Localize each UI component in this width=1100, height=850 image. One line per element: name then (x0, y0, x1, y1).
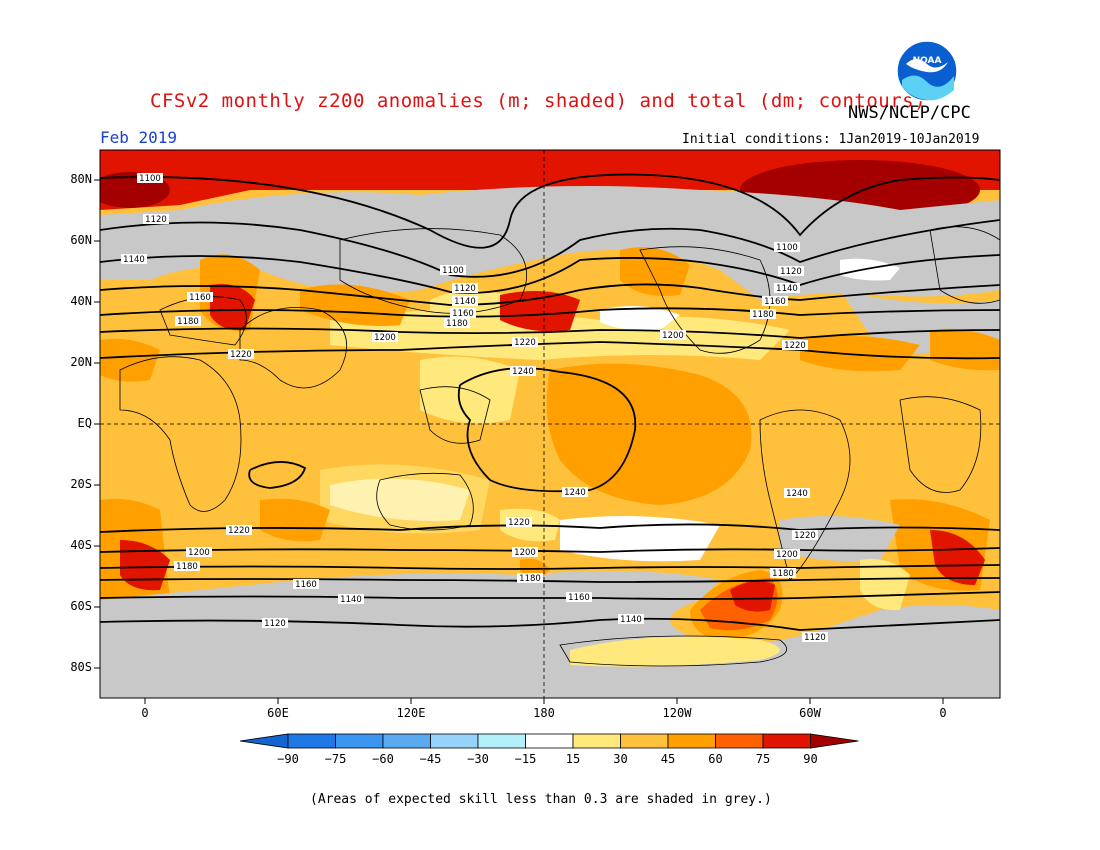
lat-label: 40S (70, 538, 92, 552)
svg-text:1200: 1200 (188, 548, 210, 558)
svg-text:1240: 1240 (512, 367, 534, 377)
skill-footnote: (Areas of expected skill less than 0.3 a… (310, 792, 772, 807)
svg-text:1120: 1120 (264, 619, 286, 629)
svg-text:1100: 1100 (442, 266, 464, 276)
svg-text:1160: 1160 (452, 309, 474, 319)
svg-text:1120: 1120 (454, 284, 476, 294)
svg-text:1220: 1220 (514, 338, 536, 348)
svg-text:1240: 1240 (786, 489, 808, 499)
colorbar-tick-label: −90 (277, 752, 299, 766)
svg-text:1160: 1160 (568, 593, 590, 603)
colorbar-tick-label: −60 (372, 752, 394, 766)
grey-skill-north (100, 186, 1000, 300)
lon-label: 0 (939, 706, 947, 720)
initial-conditions: Initial conditions: 1Jan2019-10Jan2019 (682, 132, 980, 147)
svg-text:1180: 1180 (177, 317, 199, 327)
colorbar-tick-label: 15 (565, 752, 581, 766)
svg-text:1100: 1100 (776, 243, 798, 253)
colorbar-swatch (430, 733, 479, 749)
height-contours (100, 173, 1000, 631)
svg-text:1220: 1220 (508, 518, 530, 528)
colorbar-swatch (382, 733, 431, 749)
svg-text:1220: 1220 (230, 350, 252, 360)
colorbar-swatch (667, 733, 716, 749)
svg-text:1180: 1180 (176, 562, 198, 572)
svg-text:1100: 1100 (139, 174, 161, 184)
colorbar-swatch (287, 733, 336, 749)
noaa-logo: NOAA (896, 40, 958, 102)
colorbar-tick-label: −15 (514, 752, 537, 766)
svg-text:1200: 1200 (776, 550, 798, 560)
colorbar-swatch (572, 733, 621, 749)
svg-text:1160: 1160 (189, 293, 211, 303)
colorbar-tick-label: 90 (803, 752, 818, 766)
svg-text:1220: 1220 (784, 341, 806, 351)
lon-label: 120E (396, 706, 426, 720)
colorbar-tick-label: 75 (755, 752, 771, 766)
svg-text:1120: 1120 (804, 633, 826, 643)
lon-label: 120W (662, 706, 692, 720)
colorbar-swatch (762, 733, 811, 749)
colorbar-tick-label: 30 (613, 752, 628, 766)
svg-text:1160: 1160 (764, 297, 786, 307)
svg-text:1180: 1180 (752, 310, 774, 320)
lon-label: 0 (141, 706, 149, 720)
chart-title: CFSv2 monthly z200 anomalies (m; shaded)… (150, 90, 927, 112)
svg-text:1200: 1200 (662, 331, 684, 341)
colorbar-tick-label: 45 (660, 752, 676, 766)
lon-label: 60W (799, 706, 821, 720)
svg-text:1120: 1120 (145, 215, 167, 225)
svg-text:1140: 1140 (454, 297, 476, 307)
colorbar-swatch (810, 733, 859, 749)
svg-text:1220: 1220 (794, 531, 816, 541)
lon-label: 60E (267, 706, 289, 720)
svg-text:1140: 1140 (123, 255, 145, 265)
lon-label: 180 (533, 706, 555, 720)
colorbar-swatch (239, 733, 289, 749)
colorbar (239, 733, 859, 749)
svg-text:1220: 1220 (228, 526, 250, 536)
svg-text:1140: 1140 (776, 284, 798, 294)
lat-label: 80S (70, 660, 92, 674)
colorbar-tick-label: −30 (467, 752, 489, 766)
svg-text:1200: 1200 (514, 548, 536, 558)
svg-text:1140: 1140 (340, 595, 362, 605)
colorbar-swatch (525, 733, 574, 749)
lat-label: 40N (70, 294, 92, 308)
lat-label: 60S (70, 599, 92, 613)
svg-text:1240: 1240 (564, 488, 586, 498)
lat-label: EQ (77, 416, 92, 430)
grey-skill-south (100, 571, 1000, 698)
tropical-pacific-anomaly (546, 363, 752, 505)
svg-text:1180: 1180 (772, 569, 794, 579)
lat-label: 20S (70, 477, 92, 491)
svg-text:1160: 1160 (295, 580, 317, 590)
colorbar-swatch (335, 733, 384, 749)
forecast-period: Feb 2019 (100, 128, 178, 147)
lat-label: 60N (70, 233, 92, 247)
svg-text:1180: 1180 (519, 574, 541, 584)
colorbar-swatch (715, 733, 764, 749)
logo-text: NOAA (913, 56, 942, 66)
colorbar-swatch (477, 733, 526, 749)
svg-text:1200: 1200 (374, 333, 396, 343)
agency-label: NWS/NCEP/CPC (848, 103, 971, 123)
lat-label: 20N (70, 355, 92, 369)
lat-label: 80N (70, 172, 92, 186)
svg-text:1180: 1180 (446, 319, 468, 329)
colorbar-tick-label: −75 (324, 752, 347, 766)
svg-text:1140: 1140 (620, 615, 642, 625)
colorbar-swatch (620, 733, 669, 749)
svg-text:1120: 1120 (780, 267, 802, 277)
colorbar-tick-label: −45 (419, 752, 442, 766)
colorbar-tick-label: 60 (708, 752, 723, 766)
